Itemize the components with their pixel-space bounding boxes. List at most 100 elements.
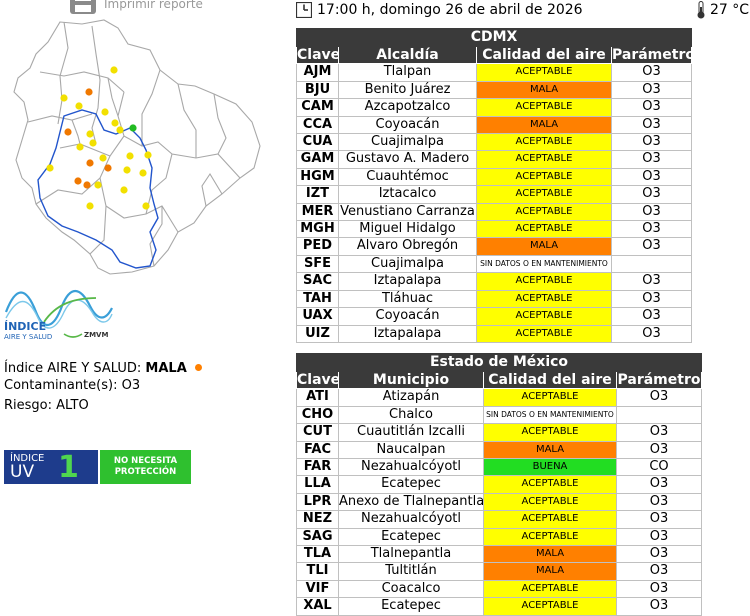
air-index-line: Índice AIRE Y SALUD: MALA: [4, 361, 202, 376]
station-code: MER: [296, 202, 339, 222]
station-marker[interactable]: [83, 181, 91, 189]
table-row[interactable]: SAC Iztapalapa ACEPTABLE O3: [296, 272, 692, 291]
station-code: VIF: [296, 579, 339, 599]
pollutant-parameter: O3: [616, 388, 702, 407]
col-header-clave: Clave: [296, 371, 339, 390]
table-row[interactable]: XAL Ecatepec ACEPTABLE O3: [296, 597, 702, 616]
station-marker[interactable]: [74, 177, 82, 185]
table-row[interactable]: TLI Tultitlán MALA O3: [296, 562, 702, 581]
cdmx-boundary: [37, 109, 159, 269]
station-marker[interactable]: [85, 88, 93, 96]
table-row[interactable]: GAM Gustavo A. Madero ACEPTABLE O3: [296, 150, 692, 169]
table-row[interactable]: CAM Azcapotzalco ACEPTABLE O3: [296, 98, 692, 117]
station-location: Iztacalco: [338, 185, 477, 204]
print-report-button[interactable]: Imprimir reporte: [68, 0, 203, 16]
station-location: Álvaro Obregón: [338, 237, 477, 256]
table-row[interactable]: HGM Cuauhtémoc ACEPTABLE O3: [296, 167, 692, 187]
table-row[interactable]: SFE Cuajimalpa SIN DATOS O EN MANTENIMIENT…: [296, 254, 692, 274]
table-row[interactable]: TAH Tláhuac ACEPTABLE O3: [296, 289, 692, 309]
station-location: Iztapalapa: [338, 272, 477, 291]
pollutant-parameter: O3: [616, 475, 702, 494]
station-marker[interactable]: [64, 128, 72, 136]
station-code: IZT: [296, 185, 339, 204]
station-marker[interactable]: [144, 151, 152, 159]
table-row[interactable]: SAG Ecatepec ACEPTABLE O3: [296, 527, 702, 547]
air-quality-status: BUENA: [483, 458, 617, 477]
station-marker[interactable]: [126, 152, 134, 160]
station-marker[interactable]: [46, 164, 54, 172]
station-marker[interactable]: [120, 186, 128, 194]
station-marker[interactable]: [116, 126, 124, 134]
station-marker[interactable]: [104, 164, 112, 172]
printer-icon: [70, 0, 96, 14]
datetime-text: 17:00 h, domingo 26 de abril de 2026: [317, 2, 583, 18]
station-location: Coacalco: [338, 579, 484, 599]
table-row[interactable]: MGH Miguel Hidalgo ACEPTABLE O3: [296, 220, 692, 239]
pollutant-parameter: O3: [611, 63, 692, 82]
table-row[interactable]: FAC Naucalpan MALA O3: [296, 440, 702, 460]
pollutant-parameter: O3: [611, 133, 692, 152]
station-location: Coyoacán: [338, 307, 477, 326]
station-code: ATI: [296, 388, 339, 407]
table-row[interactable]: VIF Coacalco ACEPTABLE O3: [296, 579, 702, 599]
indice-aire-salud-logo: ÍNDICE AIRE Y SALUD ZMVM: [4, 289, 113, 341]
logo-subtitle: AIRE Y SALUD: [4, 333, 52, 341]
pollutant-parameter: O3: [616, 579, 702, 599]
station-map[interactable]: [0, 18, 265, 280]
table-row[interactable]: AJM Tlalpan ACEPTABLE O3: [296, 63, 692, 82]
uv-status-line1: NO NECESITA: [113, 456, 178, 466]
table-row[interactable]: MER Venustiano Carranza ACEPTABLE O3: [296, 202, 692, 222]
pollutant-parameter: O3: [611, 289, 692, 309]
table-row[interactable]: CCA Coyoacán MALA O3: [296, 115, 692, 135]
edomex-table-title: Estado de México: [296, 353, 702, 372]
station-marker[interactable]: [94, 181, 102, 189]
station-marker[interactable]: [89, 139, 97, 147]
station-marker[interactable]: [139, 169, 147, 177]
station-code: CUA: [296, 133, 339, 152]
station-marker[interactable]: [60, 94, 68, 102]
table-row[interactable]: CHO Chalco SIN DATOS O EN MANTENIMIENTO: [296, 405, 702, 425]
air-quality-status: MALA: [483, 562, 617, 581]
air-quality-status: ACEPTABLE: [483, 579, 617, 599]
station-location: Chalco: [338, 405, 484, 425]
air-quality-status: ACEPTABLE: [483, 423, 617, 442]
station-markers: [46, 66, 152, 210]
table-row[interactable]: IZT Iztacalco ACEPTABLE O3: [296, 185, 692, 204]
table-row[interactable]: FAR Nezahualcóyotl BUENA CO: [296, 458, 702, 477]
station-marker[interactable]: [142, 202, 150, 210]
station-marker[interactable]: [76, 143, 84, 151]
table-row[interactable]: UAX Coyoacán ACEPTABLE O3: [296, 307, 692, 326]
col-header-municipio: Municipio: [338, 371, 484, 390]
station-marker[interactable]: [99, 154, 107, 162]
table-row[interactable]: BJU Benito Juárez MALA O3: [296, 80, 692, 100]
table-row[interactable]: TLA Tlalnepantla MALA O3: [296, 545, 702, 564]
table-row[interactable]: CUT Cuautitlán Izcalli ACEPTABLE O3: [296, 423, 702, 442]
air-quality-status: MALA: [476, 80, 612, 100]
table-row[interactable]: LPR Anexo de Tlalnepantla ACEPTABLE O3: [296, 492, 702, 512]
pollutant-parameter: O3: [616, 510, 702, 529]
uv-index-box: ÍNDICE UV 1: [4, 450, 98, 485]
table-row[interactable]: UIZ Iztapalapa ACEPTABLE O3: [296, 324, 692, 343]
station-marker[interactable]: [86, 159, 94, 167]
station-marker[interactable]: [129, 124, 137, 132]
table-row[interactable]: ATI Atizapán ACEPTABLE O3: [296, 388, 702, 407]
station-marker[interactable]: [86, 202, 94, 210]
station-marker[interactable]: [111, 119, 119, 127]
station-marker[interactable]: [101, 108, 109, 116]
station-location: Azcapotzalco: [338, 98, 477, 117]
table-row[interactable]: LLA Ecatepec ACEPTABLE O3: [296, 475, 702, 494]
pollutant-parameter: CO: [616, 458, 702, 477]
station-code: CAM: [296, 98, 339, 117]
station-marker[interactable]: [123, 166, 131, 174]
table-row[interactable]: PED Álvaro Obregón MALA O3: [296, 237, 692, 256]
station-location: Tultitlán: [338, 562, 484, 581]
risk-line: Riesgo: ALTO: [4, 398, 89, 413]
table-row[interactable]: NEZ Nezahualcóyotl ACEPTABLE O3: [296, 510, 702, 529]
pollutant-parameter: O3: [611, 202, 692, 222]
station-marker[interactable]: [75, 102, 83, 110]
station-marker[interactable]: [110, 66, 118, 74]
station-location: Nezahualcóyotl: [338, 458, 484, 477]
station-location: Miguel Hidalgo: [338, 220, 477, 239]
station-marker[interactable]: [86, 130, 94, 138]
table-row[interactable]: CUA Cuajimalpa ACEPTABLE O3: [296, 133, 692, 152]
